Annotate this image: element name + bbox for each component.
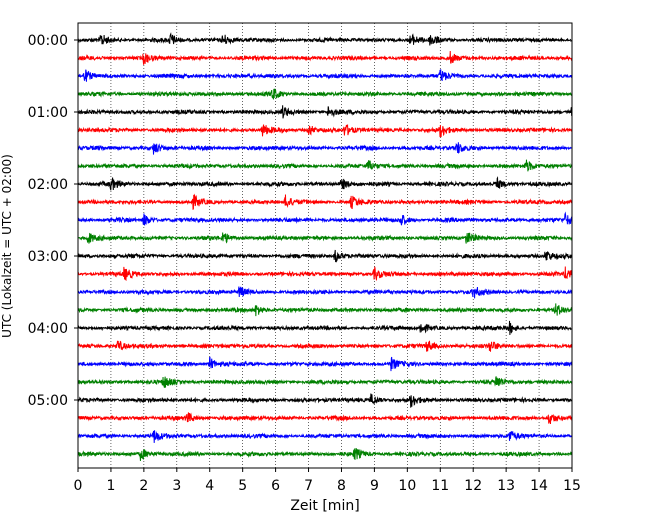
x-tick-label: 1 xyxy=(106,478,115,494)
x-tick-label: 5 xyxy=(238,478,247,494)
trace-line xyxy=(77,176,573,191)
y-axis-label: UTC (Lokalzeit = UTC + 02:00) xyxy=(0,154,14,338)
plot-frame xyxy=(77,22,573,469)
trace-line xyxy=(77,69,573,82)
trace-line xyxy=(77,249,573,263)
trace-line xyxy=(77,32,573,46)
trace-line xyxy=(77,340,573,352)
x-tick-label: 13 xyxy=(497,478,515,494)
y-tick-label: 05:00 xyxy=(28,393,68,409)
trace-line xyxy=(77,376,573,388)
trace-line xyxy=(77,105,573,119)
trace-line xyxy=(77,286,573,299)
y-tick-label: 04:00 xyxy=(28,321,68,337)
x-tick-label: 12 xyxy=(464,478,482,494)
x-tick-label: 7 xyxy=(304,478,313,494)
trace-line xyxy=(77,303,573,317)
x-tick-label: 9 xyxy=(370,478,379,494)
trace-line xyxy=(77,159,573,172)
y-tick-label: 02:00 xyxy=(28,177,68,193)
x-tick-label: 2 xyxy=(139,478,148,494)
trace-line xyxy=(77,51,573,65)
x-tick-label: 10 xyxy=(398,478,416,494)
trace-line xyxy=(77,142,573,155)
trace-line xyxy=(77,232,573,244)
trace-line xyxy=(77,124,573,138)
trace-line xyxy=(77,320,573,335)
trace-line xyxy=(77,356,573,372)
x-tick-label: 4 xyxy=(205,478,214,494)
x-axis-label: Zeit [min] xyxy=(290,498,359,514)
x-tick-label: 0 xyxy=(74,478,83,494)
y-axis-ticks: 00:00 01:00 02:00 03:00 04:00 05:00 xyxy=(28,33,78,409)
trace-line xyxy=(77,393,573,408)
x-tick-label: 11 xyxy=(431,478,449,494)
trace-line xyxy=(77,266,573,282)
x-tick-label: 6 xyxy=(271,478,280,494)
y-tick-label: 01:00 xyxy=(28,105,68,121)
y-tick-label: 00:00 xyxy=(28,33,68,49)
trace-group xyxy=(77,32,573,461)
trace-line xyxy=(77,430,573,443)
x-tick-label: 8 xyxy=(337,478,346,494)
x-tick-label: 14 xyxy=(530,478,548,494)
trace-line xyxy=(77,211,573,226)
trace-line xyxy=(77,193,573,210)
trace-line xyxy=(77,447,573,461)
x-tick-label: 3 xyxy=(172,478,181,494)
x-tick-label: 15 xyxy=(563,478,581,494)
y-tick-label: 03:00 xyxy=(28,249,68,265)
trace-line xyxy=(77,88,573,100)
x-axis-ticks: 0 1 2 3 4 5 6 7 8 9 10 11 12 13 14 15 xyxy=(74,468,581,494)
vertical-grid xyxy=(110,23,540,468)
trace-line xyxy=(77,412,573,424)
